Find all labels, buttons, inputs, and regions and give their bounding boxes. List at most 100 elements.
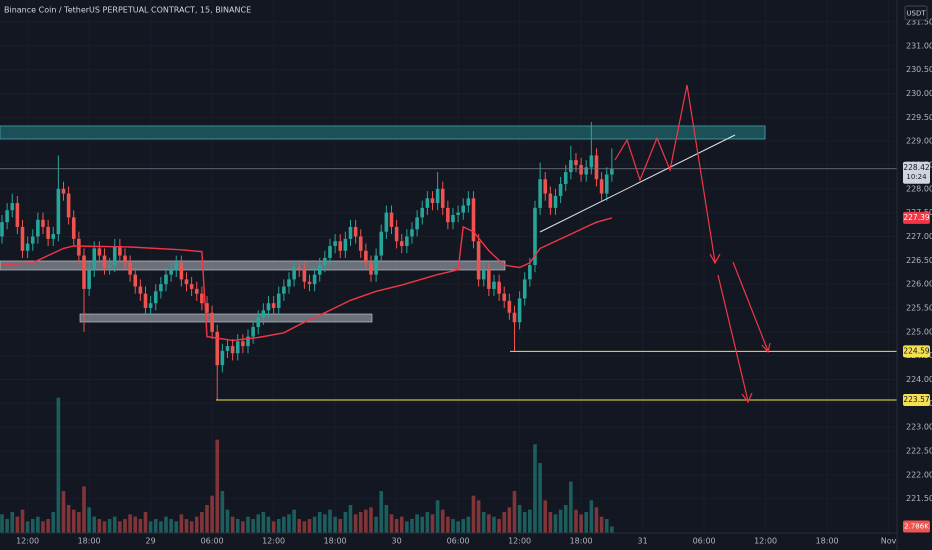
candle-body <box>159 284 163 292</box>
candle-body <box>394 226 399 242</box>
candle-body <box>323 257 327 266</box>
candle-body <box>333 241 337 246</box>
candle-body <box>251 327 255 337</box>
volume-bar <box>533 444 537 533</box>
volume-bar <box>353 514 358 533</box>
candle-body <box>328 246 332 258</box>
volume-bar <box>528 509 532 533</box>
volume-bar <box>51 512 56 533</box>
candle-body <box>302 269 307 282</box>
candle-body <box>569 160 573 173</box>
volume-bar <box>61 491 66 533</box>
candle-body <box>420 207 425 218</box>
volume-bar <box>440 509 445 533</box>
volume-bar <box>128 514 132 533</box>
candle-body <box>430 198 435 204</box>
candle-body <box>82 255 86 289</box>
candle-body <box>522 279 527 299</box>
volume-bar <box>548 512 553 533</box>
volume-bar <box>184 519 189 533</box>
volume-bar <box>497 519 501 533</box>
candle-body <box>97 248 102 256</box>
volume-bar <box>492 516 496 533</box>
candle-body <box>118 246 122 256</box>
volume-bar <box>276 519 281 533</box>
candle-body <box>133 274 138 287</box>
volume-bar <box>338 519 343 533</box>
volume-bar <box>451 519 455 533</box>
volume-bar <box>317 512 322 533</box>
candle-body <box>589 155 594 168</box>
volume-bar <box>328 509 332 533</box>
candle-body <box>10 203 15 211</box>
volume-bar <box>20 509 25 533</box>
candle-body <box>107 265 112 268</box>
volume-bar <box>333 516 337 533</box>
candle-body <box>374 255 378 275</box>
volume-bar <box>430 514 435 533</box>
volume-bar <box>425 512 430 533</box>
currency-button[interactable] <box>904 5 928 21</box>
volume-bar <box>41 521 45 533</box>
volume-bar <box>71 509 76 533</box>
axis-layer: 221.50222.00222.50223.00223.50224.00224.… <box>16 17 932 545</box>
projection-arrow <box>717 274 749 402</box>
candle-body <box>574 160 578 165</box>
candle-body <box>30 236 35 244</box>
candle-body <box>466 198 471 206</box>
projection-path <box>614 84 716 263</box>
volume-bar <box>10 512 15 533</box>
volume-bar <box>287 514 291 533</box>
candle-body <box>66 193 71 218</box>
volume-bar <box>153 519 158 533</box>
candle-body <box>92 248 97 270</box>
volume-bar <box>594 507 599 533</box>
volume-bar <box>256 514 261 533</box>
candle-body <box>25 243 30 251</box>
volume-bar <box>569 481 573 533</box>
candle-body <box>148 303 153 308</box>
volume-bar <box>174 521 179 533</box>
volume-bar <box>102 521 107 533</box>
volume-bar <box>517 505 522 533</box>
volume-bar <box>348 505 353 533</box>
volume-bar <box>30 519 35 533</box>
candle-body <box>153 291 158 304</box>
price-badge-label: 224.59 <box>903 346 929 355</box>
candle-body <box>548 193 553 208</box>
volume-bar <box>579 514 583 533</box>
candle-body <box>584 167 589 175</box>
x-tick-label: 12:00 <box>262 537 285 546</box>
currency-label: USDT <box>906 10 926 18</box>
chart-title: Binance Coin / TetherUS PERPETUAL CONTRA… <box>4 6 251 15</box>
candle-body <box>307 281 312 285</box>
candle-body <box>353 226 358 237</box>
volume-bar <box>358 512 363 533</box>
arrow-head <box>761 342 771 354</box>
volume-bar <box>271 521 276 533</box>
candle-body <box>379 231 384 256</box>
volume-bar <box>87 507 91 533</box>
candle-body <box>492 281 496 289</box>
y-tick-label: 226.50 <box>906 256 932 265</box>
candle-body <box>143 293 148 308</box>
candle-body <box>46 226 50 239</box>
x-tick-label: 12:00 <box>508 537 531 546</box>
volume-bar <box>159 521 163 533</box>
volume-bar <box>123 519 127 533</box>
candle-body <box>266 303 271 311</box>
candle-body <box>563 172 568 185</box>
candle-body <box>287 279 291 287</box>
volume-bar <box>512 491 517 533</box>
candle-body <box>476 241 481 280</box>
candle-body <box>123 255 127 263</box>
y-tick-label: 222.00 <box>906 470 932 479</box>
projection-arrow <box>732 261 769 352</box>
candle-body <box>435 188 440 204</box>
volume-bar <box>215 439 220 533</box>
y-tick-label: 223.00 <box>906 423 932 432</box>
current-price-label: 228.42 <box>903 163 929 172</box>
candle-body <box>15 203 20 227</box>
candle-body <box>599 179 604 194</box>
support-zone <box>0 260 506 271</box>
